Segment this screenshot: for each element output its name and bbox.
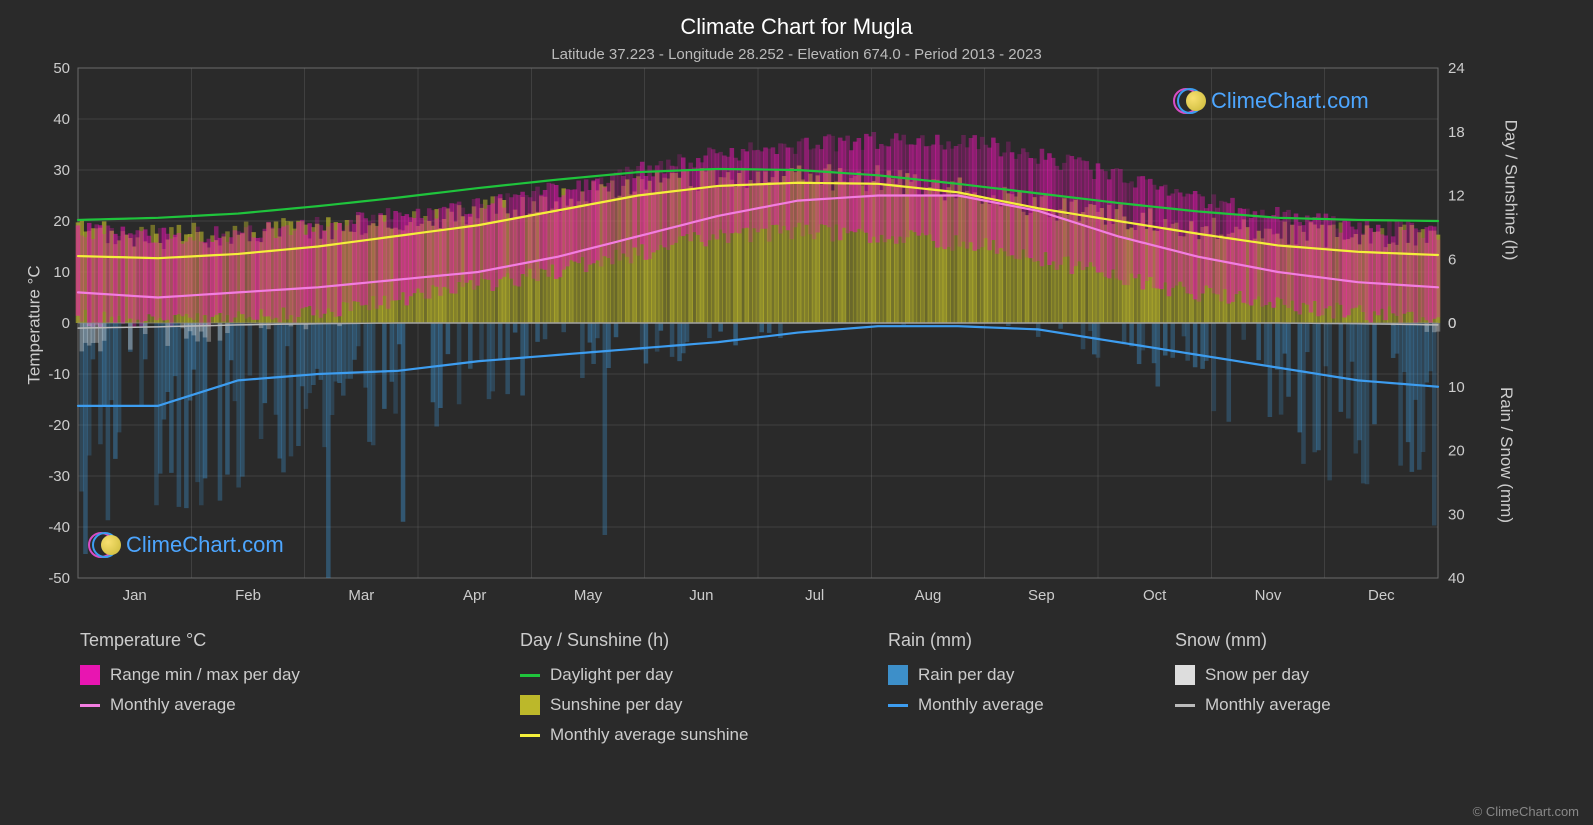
legend-label: Snow per day [1205, 665, 1309, 685]
legend-column: Temperature °C Range min / max per day Mon… [80, 630, 300, 715]
legend-swatch [520, 695, 540, 715]
legend-label: Daylight per day [550, 665, 673, 685]
legend-item: Monthly average [1175, 695, 1331, 715]
legend-swatch [520, 734, 540, 737]
legend-swatch [1175, 704, 1195, 707]
svg-text:Apr: Apr [463, 587, 486, 604]
legend-label: Monthly average [110, 695, 236, 715]
legend-item: Range min / max per day [80, 665, 300, 685]
svg-text:0: 0 [1448, 315, 1456, 332]
legend-swatch [1175, 665, 1195, 685]
y-left-axis-label: Temperature °C [25, 265, 45, 384]
svg-text:-10: -10 [48, 366, 70, 383]
svg-text:Oct: Oct [1143, 587, 1167, 604]
legend-swatch [80, 704, 100, 707]
legend-item: Sunshine per day [520, 695, 748, 715]
svg-text:40: 40 [53, 111, 70, 128]
svg-text:40: 40 [1448, 570, 1465, 587]
svg-text:50: 50 [53, 60, 70, 77]
footer-copyright: © ClimeChart.com [1473, 804, 1579, 819]
svg-text:Jan: Jan [123, 587, 147, 604]
svg-text:Dec: Dec [1368, 587, 1395, 604]
svg-text:6: 6 [1448, 251, 1456, 268]
legend-header: Temperature °C [80, 630, 300, 651]
logo-icon [1175, 86, 1205, 116]
svg-text:Jun: Jun [689, 587, 713, 604]
svg-text:30: 30 [53, 162, 70, 179]
y-right-bottom-axis-label: Rain / Snow (mm) [1496, 387, 1516, 523]
svg-text:30: 30 [1448, 506, 1465, 523]
legend-label: Monthly average sunshine [550, 725, 748, 745]
logo-icon [90, 530, 120, 560]
svg-text:10: 10 [53, 264, 70, 281]
legend-item: Snow per day [1175, 665, 1331, 685]
svg-text:-30: -30 [48, 468, 70, 485]
legend-swatch [888, 665, 908, 685]
svg-text:20: 20 [53, 213, 70, 230]
watermark-text: ClimeChart.com [1211, 88, 1369, 114]
legend-item: Rain per day [888, 665, 1044, 685]
watermark-logo: ClimeChart.com [90, 530, 284, 560]
legend-column: Snow (mm) Snow per day Monthly average [1175, 630, 1331, 715]
legend-swatch [888, 704, 908, 707]
legend-label: Range min / max per day [110, 665, 300, 685]
svg-text:0: 0 [62, 315, 70, 332]
svg-text:Feb: Feb [235, 587, 261, 604]
legend-label: Rain per day [918, 665, 1014, 685]
svg-text:Aug: Aug [915, 587, 942, 604]
watermark-logo: ClimeChart.com [1175, 86, 1369, 116]
legend-column: Day / Sunshine (h) Daylight per day Sunshi… [520, 630, 748, 745]
svg-text:Nov: Nov [1255, 587, 1282, 604]
svg-text:-40: -40 [48, 519, 70, 536]
svg-text:20: 20 [1448, 443, 1465, 460]
svg-text:18: 18 [1448, 124, 1465, 141]
legend-label: Monthly average [918, 695, 1044, 715]
svg-text:12: 12 [1448, 188, 1465, 205]
legend-item: Monthly average [888, 695, 1044, 715]
legend-item: Monthly average sunshine [520, 725, 748, 745]
legend-label: Monthly average [1205, 695, 1331, 715]
svg-text:-50: -50 [48, 570, 70, 587]
svg-text:Jul: Jul [805, 587, 824, 604]
svg-text:Mar: Mar [348, 587, 374, 604]
legend-header: Rain (mm) [888, 630, 1044, 651]
watermark-text: ClimeChart.com [126, 532, 284, 558]
legend-swatch [80, 665, 100, 685]
legend-label: Sunshine per day [550, 695, 682, 715]
legend-header: Snow (mm) [1175, 630, 1331, 651]
legend-swatch [520, 674, 540, 677]
svg-text:-20: -20 [48, 417, 70, 434]
legend-item: Monthly average [80, 695, 300, 715]
svg-text:Sep: Sep [1028, 587, 1055, 604]
y-right-top-axis-label: Day / Sunshine (h) [1500, 120, 1520, 261]
legend-column: Rain (mm) Rain per day Monthly average [888, 630, 1044, 715]
svg-text:May: May [574, 587, 603, 604]
svg-text:24: 24 [1448, 60, 1465, 77]
legend-item: Daylight per day [520, 665, 748, 685]
svg-text:10: 10 [1448, 379, 1465, 396]
legend-header: Day / Sunshine (h) [520, 630, 748, 651]
